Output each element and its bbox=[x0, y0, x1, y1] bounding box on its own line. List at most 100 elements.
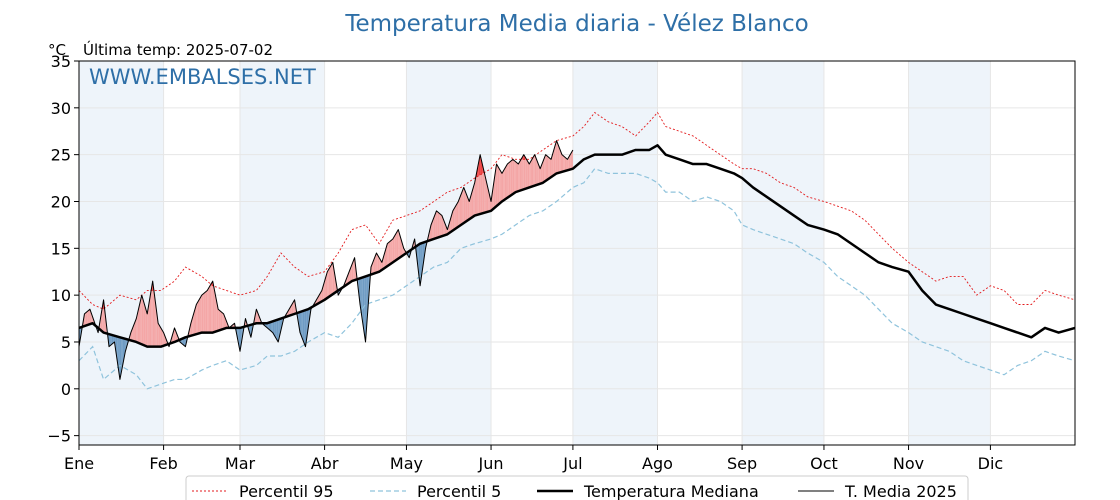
above-median-fill bbox=[456, 201, 459, 228]
below-median-fill bbox=[272, 320, 275, 335]
above-median-fill bbox=[437, 212, 440, 238]
x-tick-label: Feb bbox=[149, 454, 177, 473]
above-median-fill bbox=[473, 182, 475, 217]
above-median-fill bbox=[207, 288, 209, 333]
above-median-fill bbox=[552, 149, 554, 177]
above-median-fill bbox=[192, 313, 194, 336]
y-tick-label: 15 bbox=[51, 239, 71, 258]
above-median-fill bbox=[549, 158, 552, 179]
y-tick-label: 5 bbox=[61, 333, 71, 352]
above-median-fill bbox=[200, 295, 202, 333]
above-median-fill bbox=[391, 238, 393, 264]
below-median-fill bbox=[125, 338, 127, 352]
above-median-fill bbox=[432, 217, 434, 240]
x-tick-label: Oct bbox=[810, 454, 838, 473]
below-median-fill bbox=[270, 321, 272, 332]
above-median-fill bbox=[566, 158, 568, 171]
above-median-fill bbox=[353, 257, 355, 281]
legend: Percentil 95 Percentil 5 Temperatura Media… bbox=[185, 475, 969, 500]
y-tick-label: 30 bbox=[51, 99, 71, 118]
above-median-fill bbox=[561, 154, 564, 172]
x-tick-label: Dic bbox=[978, 454, 1004, 473]
above-median-fill bbox=[486, 183, 489, 213]
above-median-fill bbox=[137, 306, 140, 344]
below-median-fill bbox=[184, 337, 186, 347]
below-median-fill bbox=[361, 277, 363, 324]
above-median-fill bbox=[556, 140, 558, 174]
chart-title: Temperatura Media diaria - Vélez Blanco bbox=[344, 11, 808, 37]
above-median-fill bbox=[495, 164, 497, 208]
above-median-fill bbox=[559, 147, 561, 173]
above-median-fill bbox=[571, 149, 573, 170]
above-median-fill bbox=[534, 154, 537, 186]
above-median-fill bbox=[462, 187, 464, 224]
above-median-fill bbox=[324, 276, 326, 300]
above-median-fill bbox=[533, 154, 535, 187]
above-median-fill bbox=[465, 190, 467, 223]
above-median-fill bbox=[381, 257, 384, 270]
above-median-fill bbox=[436, 210, 438, 239]
above-median-fill bbox=[145, 309, 148, 347]
above-median-fill bbox=[159, 325, 161, 347]
above-median-fill bbox=[546, 155, 549, 180]
below-median-fill bbox=[119, 337, 122, 380]
above-median-fill bbox=[350, 264, 352, 283]
above-median-fill bbox=[567, 157, 569, 171]
above-median-fill bbox=[387, 242, 389, 267]
above-median-fill bbox=[141, 295, 144, 345]
below-median-fill bbox=[420, 243, 422, 286]
below-median-fill bbox=[115, 336, 118, 361]
above-median-fill bbox=[140, 295, 142, 345]
above-median-fill bbox=[209, 283, 212, 333]
above-median-fill bbox=[485, 178, 487, 213]
above-median-fill bbox=[373, 256, 376, 274]
month-band-jul bbox=[572, 61, 658, 445]
above-median-fill bbox=[84, 312, 86, 327]
legend-label-p5: Percentil 5 bbox=[417, 482, 501, 500]
x-tick-label: Jun bbox=[478, 454, 504, 473]
above-median-fill bbox=[204, 291, 206, 333]
y-tick-label: −5 bbox=[47, 427, 71, 446]
above-median-fill bbox=[222, 312, 224, 330]
above-median-fill bbox=[201, 293, 204, 333]
above-median-fill bbox=[474, 175, 477, 216]
above-median-fill bbox=[527, 161, 530, 188]
below-median-fill bbox=[304, 310, 306, 347]
above-median-fill bbox=[433, 214, 436, 239]
above-median-fill bbox=[521, 157, 523, 191]
above-median-fill bbox=[441, 215, 444, 237]
legend-label-current: T. Media 2025 bbox=[844, 482, 957, 500]
x-tick-label: Sep bbox=[727, 454, 757, 473]
x-tick-label: Ene bbox=[64, 454, 94, 473]
above-median-fill bbox=[512, 159, 515, 194]
above-median-fill bbox=[503, 168, 505, 201]
above-median-fill bbox=[375, 253, 377, 274]
above-median-fill bbox=[144, 304, 146, 347]
above-median-fill bbox=[463, 187, 466, 224]
month-band-mar bbox=[239, 61, 325, 445]
x-tick-label: Abr bbox=[311, 454, 339, 473]
below-median-fill bbox=[111, 334, 114, 345]
above-median-fill bbox=[351, 261, 354, 282]
above-median-fill bbox=[151, 281, 153, 347]
above-median-fill bbox=[193, 309, 195, 335]
above-median-fill bbox=[563, 155, 565, 172]
above-median-fill bbox=[100, 308, 103, 332]
below-median-fill bbox=[274, 320, 276, 338]
below-median-fill bbox=[118, 336, 120, 380]
above-median-fill bbox=[470, 192, 472, 219]
legend-label-p95: Percentil 95 bbox=[239, 482, 334, 500]
above-median-fill bbox=[489, 195, 492, 212]
above-median-fill bbox=[376, 253, 378, 273]
above-median-fill bbox=[392, 236, 395, 263]
current-year-line bbox=[79, 140, 574, 380]
above-median-fill bbox=[325, 271, 328, 299]
above-median-fill bbox=[203, 292, 205, 333]
x-tick-label: May bbox=[390, 454, 423, 473]
y-tick-label: 35 bbox=[51, 52, 71, 71]
month-band-nov bbox=[908, 61, 991, 445]
above-median-fill bbox=[431, 221, 433, 240]
above-median-fill bbox=[471, 187, 474, 218]
above-median-fill bbox=[164, 336, 167, 346]
